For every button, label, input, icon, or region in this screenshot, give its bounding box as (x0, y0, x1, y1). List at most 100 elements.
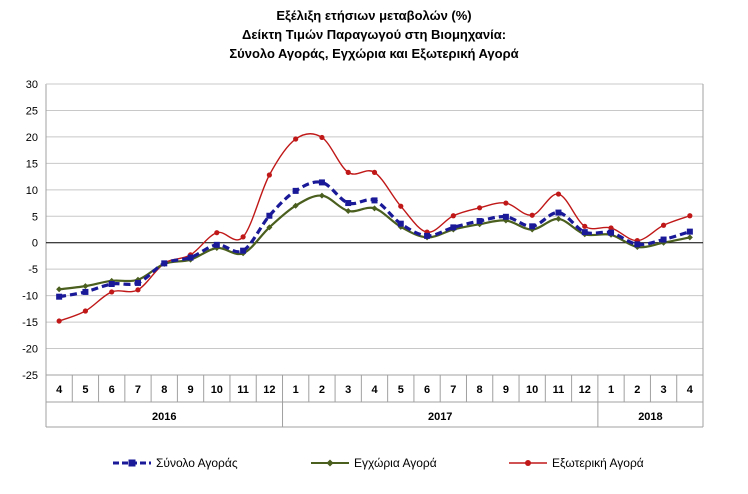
data-point-external (503, 200, 509, 206)
data-point-total (529, 223, 536, 230)
series-line-external (58, 133, 691, 322)
x-tick-label: 11 (553, 384, 565, 396)
y-tick-label: 5 (32, 211, 38, 223)
data-point-domestic (82, 283, 89, 290)
year-group-label: 2018 (638, 411, 662, 423)
data-point-total (634, 241, 641, 248)
x-tick-label: 4 (371, 384, 378, 396)
data-point-external (477, 205, 483, 211)
data-point-domestic (266, 224, 273, 231)
chart-title: Εξέλιξη ετήσιων μεταβολών (%) Δείκτη Τιμ… (0, 6, 748, 63)
data-point-total (581, 229, 588, 236)
data-point-total (266, 212, 273, 219)
data-point-total (476, 218, 483, 225)
x-tick-label: 9 (187, 384, 193, 396)
legend-label-total: Σύνολο Αγοράς (156, 456, 238, 470)
data-point-external (240, 234, 246, 240)
legend-swatch-total (113, 459, 151, 467)
x-tick-label: 1 (608, 384, 614, 396)
x-tick-label: 10 (211, 384, 223, 396)
legend-label-external: Εξωτερική Αγορά (552, 456, 644, 470)
data-point-external (608, 225, 614, 231)
gridlines (46, 83, 703, 376)
data-point-external (266, 172, 272, 178)
legend-swatch-external (509, 460, 547, 466)
data-point-total (161, 260, 168, 267)
y-tick-label: 20 (26, 132, 38, 144)
data-point-domestic (555, 215, 562, 222)
x-tick-label: 5 (398, 384, 404, 396)
data-point-domestic (371, 205, 378, 212)
data-point-total (397, 220, 404, 227)
data-point-external (345, 169, 351, 175)
y-tick-label: 15 (26, 158, 38, 170)
x-tick-label: 6 (424, 384, 430, 396)
chart-title-line-2: Δείκτη Τιμών Παραγωγού στη Βιομηχανία: (241, 27, 507, 42)
data-point-total (56, 293, 63, 300)
x-tick-label: 12 (263, 384, 275, 396)
data-point-total (318, 179, 325, 186)
data-point-external (371, 169, 378, 175)
data-point-external (529, 212, 535, 218)
x-tick-label: 5 (82, 384, 88, 396)
data-point-external (660, 222, 667, 228)
series-lines (56, 133, 693, 324)
data-point-external (56, 318, 62, 324)
x-tick-label: 3 (661, 384, 667, 396)
x-tick-label: 9 (503, 384, 509, 396)
y-tick-label: -15 (22, 317, 38, 329)
data-point-external (450, 213, 456, 219)
data-point-total (608, 229, 615, 236)
legend: Σύνολο Αγοράς Εγχώρια Αγορά Εξωτερική Αγ… (0, 452, 748, 474)
data-point-total (108, 280, 115, 287)
x-tick-label: 7 (450, 384, 456, 396)
year-group-label: 2017 (428, 411, 452, 423)
data-point-external (135, 287, 141, 293)
y-tick-label: 10 (26, 185, 38, 197)
data-point-total (292, 187, 299, 194)
data-point-external (555, 191, 562, 197)
data-point-total (502, 213, 509, 220)
x-tick-label: 1 (293, 384, 299, 396)
legend-label-domestic: Εγχώρια Αγορά (354, 456, 437, 470)
data-point-external (214, 230, 220, 236)
data-point-domestic (345, 207, 352, 214)
y-tick-label: 30 (26, 79, 38, 91)
data-point-domestic (292, 202, 299, 209)
y-tick-label: 0 (32, 238, 38, 250)
data-point-total (82, 288, 89, 295)
legend-swatch-domestic (311, 459, 349, 467)
x-tick-label: 8 (161, 384, 167, 396)
legend-item-domestic: Εγχώρια Αγορά (310, 452, 437, 474)
axes (45, 83, 704, 428)
x-tick-label: 12 (579, 384, 591, 396)
legend-item-external: Εξωτερική Αγορά (508, 452, 644, 474)
data-point-domestic (56, 286, 63, 293)
data-point-total (686, 228, 693, 235)
data-point-external (687, 213, 693, 219)
year-group-label: 2016 (152, 411, 176, 423)
x-tick-label: 2 (634, 384, 640, 396)
data-point-total (371, 197, 378, 204)
x-tick-label: 10 (526, 384, 538, 396)
data-point-total (660, 236, 667, 243)
y-tick-label: -25 (22, 370, 38, 382)
data-point-total (240, 247, 247, 254)
y-axis-tick-labels: -25 -20 -15 -10 -5 0 5 10 15 20 25 30 (22, 79, 38, 382)
data-point-total (213, 241, 220, 248)
x-tick-label: 6 (109, 384, 115, 396)
y-tick-label: -5 (28, 264, 38, 276)
x-tick-label: 11 (237, 384, 249, 396)
legend-item-total: Σύνολο Αγοράς (112, 452, 238, 474)
chart-title-line-1: Εξέλιξη ετήσιων μεταβολών (%) (276, 8, 472, 23)
data-point-external (82, 308, 89, 314)
y-tick-label: -20 (22, 344, 38, 356)
x-tick-label: 4 (56, 384, 63, 396)
x-tick-label: 4 (687, 384, 694, 396)
x-tick-label: 3 (345, 384, 351, 396)
data-point-total (345, 200, 352, 207)
x-tick-label: 8 (477, 384, 483, 396)
data-point-total (134, 279, 141, 286)
